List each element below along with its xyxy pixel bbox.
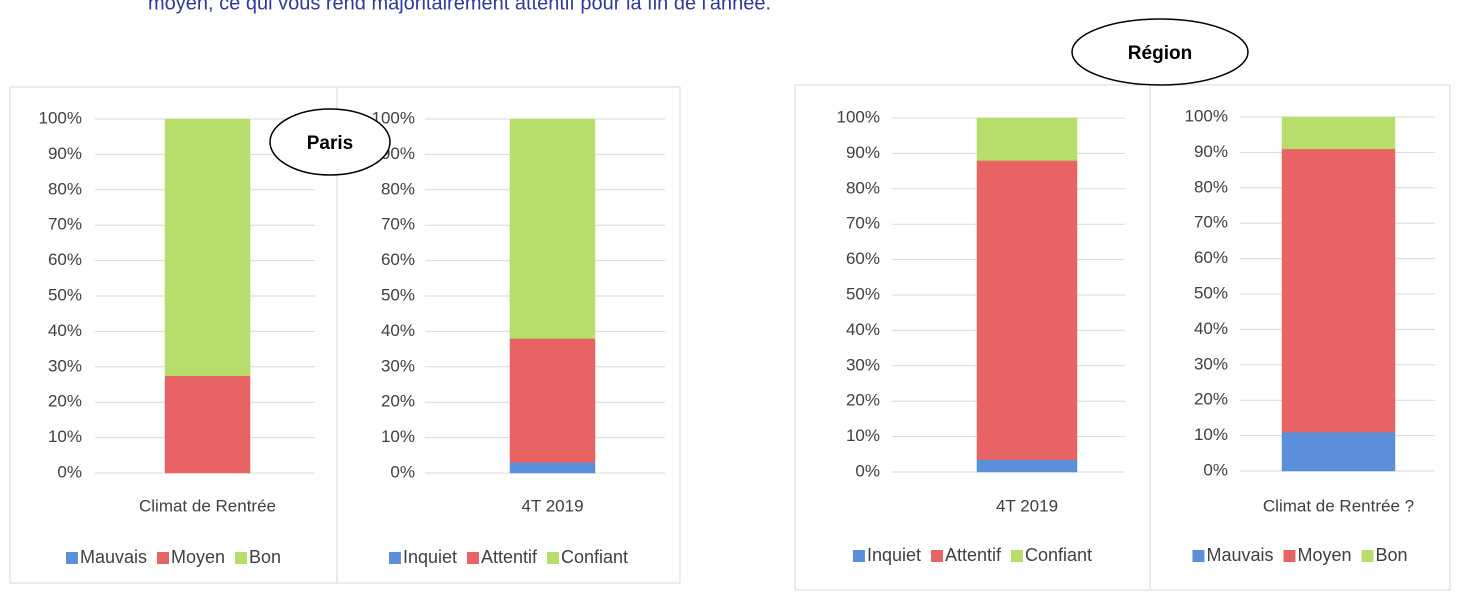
legend-swatch: [547, 552, 560, 564]
y-tick-label: 40%: [381, 321, 415, 340]
y-tick-label: 100%: [837, 107, 880, 126]
legend-label: Inquiet: [867, 545, 921, 565]
y-tick-label: 40%: [846, 320, 880, 339]
y-tick-label: 90%: [846, 143, 880, 162]
legend-swatch: [1011, 550, 1024, 562]
y-tick-label: 0%: [390, 462, 415, 481]
legend-swatch: [1361, 550, 1374, 562]
region-label: Paris: [307, 133, 353, 154]
legend: Mauvais Moyen Bon: [65, 547, 281, 567]
legend-swatch: [235, 552, 248, 564]
legend-label: Bon: [249, 547, 281, 567]
legend-label: Bon: [1376, 545, 1408, 565]
bar-segment: [509, 338, 596, 463]
y-tick-label: 50%: [846, 284, 880, 303]
y-tick-label: 100%: [372, 108, 415, 127]
legend-label: Inquiet: [403, 547, 457, 567]
x-tick-label: Climat de Rentrée: [139, 496, 276, 515]
y-tick-label: 20%: [1194, 390, 1228, 409]
y-tick-label: 70%: [1194, 213, 1228, 232]
y-tick-label: 50%: [1194, 283, 1228, 302]
frames: [9, 84, 1451, 591]
y-tick-label: 50%: [381, 285, 415, 304]
legend: Inquiet Attentif Confiant: [388, 547, 628, 567]
y-tick-label: 10%: [48, 427, 82, 446]
y-tick-label: 0%: [855, 461, 880, 480]
y-tick-label: 10%: [846, 426, 880, 445]
y-tick-label: 60%: [846, 249, 880, 268]
y-tick-label: 40%: [1194, 319, 1228, 338]
y-tick-label: 90%: [1194, 142, 1228, 161]
legend: Mauvais Moyen Bon: [1192, 545, 1408, 565]
y-tick-label: 60%: [48, 250, 82, 269]
y-tick-label: 30%: [48, 356, 82, 375]
legend-swatch: [930, 550, 943, 562]
x-tick-label: 4T 2019: [996, 496, 1058, 515]
x-tick-label: 4T 2019: [521, 496, 583, 515]
y-tick-label: 100%: [39, 108, 82, 127]
y-tick-label: 50%: [48, 285, 82, 304]
y-tick-label: 70%: [381, 215, 415, 234]
y-tick-label: 80%: [846, 178, 880, 197]
y-tick-label: 100%: [1185, 106, 1228, 125]
chart-frame: [336, 86, 681, 584]
y-tick-label: 20%: [381, 392, 415, 411]
bar-segment: [509, 462, 596, 474]
y-tick-label: 20%: [846, 391, 880, 410]
y-tick-label: 30%: [1194, 354, 1228, 373]
bar-segment: [164, 375, 251, 474]
region-label: Région: [1128, 43, 1192, 64]
y-tick-label: 40%: [48, 321, 82, 340]
chart-frame: [794, 84, 1151, 591]
y-tick-label: 70%: [48, 215, 82, 234]
legend-swatch: [388, 552, 401, 564]
y-tick-label: 80%: [48, 179, 82, 198]
y-tick-label: 60%: [381, 250, 415, 269]
y-tick-label: 70%: [846, 214, 880, 233]
legend-swatch: [852, 550, 865, 562]
bar-segment: [509, 118, 596, 339]
legend-swatch: [65, 552, 78, 564]
label-oval: [1071, 18, 1249, 86]
y-tick-label: 0%: [57, 462, 82, 481]
legend-swatch: [156, 552, 169, 564]
legend-label: Mauvais: [80, 547, 147, 567]
intro-text: moyen, ce qui vous rend majoritairement …: [148, 0, 771, 14]
legend-swatch: [466, 552, 479, 564]
y-tick-label: 20%: [48, 392, 82, 411]
legend-label: Moyen: [171, 547, 225, 567]
bar-segment: [976, 459, 1078, 473]
label-oval: [269, 108, 391, 176]
bar-segment: [976, 160, 1078, 460]
legend-swatch: [1283, 550, 1296, 562]
y-tick-label: 10%: [381, 427, 415, 446]
y-tick-label: 90%: [48, 144, 82, 163]
legend-label: Confiant: [561, 547, 628, 567]
charts: 0% 10% 20% 30% 40% 50% 60% 70% 80% 90% 100% Climat …: [39, 106, 1435, 567]
y-tick-label: 60%: [1194, 248, 1228, 267]
x-tick-label: Climat de Rentrée ?: [1263, 496, 1414, 515]
legend-label: Mauvais: [1206, 545, 1273, 565]
bar-segment: [164, 118, 251, 376]
y-tick-label: 10%: [1194, 425, 1228, 444]
y-tick-label: 30%: [381, 356, 415, 375]
bar-segment: [1281, 431, 1396, 472]
bar-segment: [976, 117, 1078, 161]
legend-swatch: [1192, 550, 1205, 562]
legend: Inquiet Attentif Confiant: [852, 545, 1092, 565]
y-tick-label: 0%: [1203, 460, 1228, 479]
legend-label: Attentif: [481, 547, 538, 567]
bar-segment: [1281, 116, 1396, 150]
legend-label: Attentif: [945, 545, 1002, 565]
y-tick-label: 30%: [846, 355, 880, 374]
legend-label: Confiant: [1025, 545, 1092, 565]
y-tick-label: 80%: [1194, 177, 1228, 196]
y-tick-label: 80%: [381, 179, 415, 198]
legend-label: Moyen: [1297, 545, 1351, 565]
bar-segment: [1281, 148, 1396, 433]
